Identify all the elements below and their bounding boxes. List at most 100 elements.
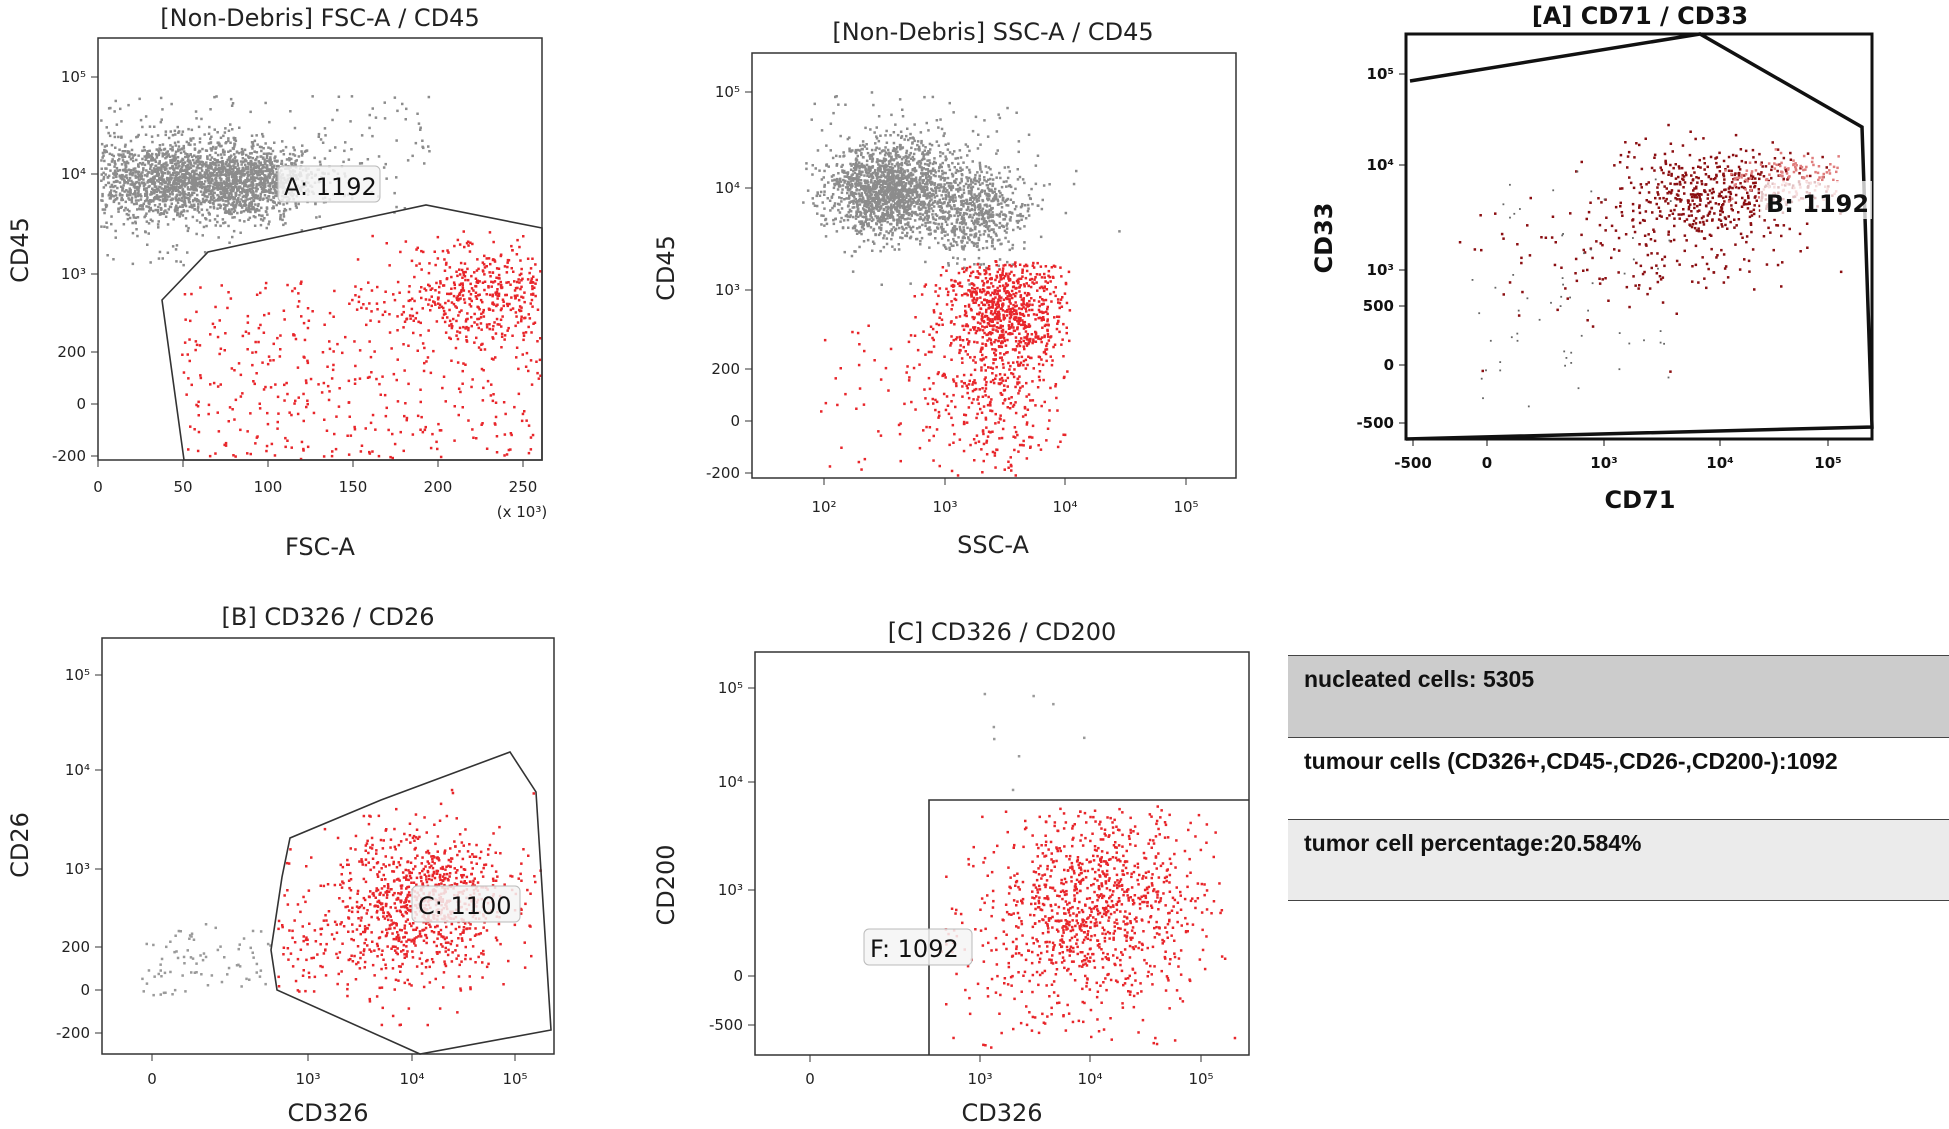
p1-red-event	[473, 321, 476, 324]
p2-gray-event	[874, 214, 877, 218]
p1-gray-event	[109, 192, 112, 195]
p1-gray-event	[289, 110, 292, 113]
p2-gray-event	[912, 179, 916, 182]
p1-gray-event	[176, 159, 180, 163]
p1-gray-event	[214, 168, 218, 171]
p2-gray-event	[806, 189, 810, 192]
p2-gray-event	[887, 168, 890, 171]
p2-gray-event	[919, 162, 923, 165]
p2-gray-event	[928, 151, 931, 154]
p2-gray-event	[909, 207, 912, 210]
p1-gray-event	[203, 192, 206, 196]
p1-gray-event	[177, 149, 180, 153]
p1-gray-event	[216, 153, 220, 157]
p2-gray-event	[877, 205, 881, 209]
p2-gray-event	[929, 221, 932, 224]
p1-red-event	[331, 450, 334, 453]
p2-gray-event	[863, 164, 866, 168]
p1-red-event	[284, 445, 287, 449]
p2-gray-event	[886, 210, 889, 214]
p2-gray-event	[875, 177, 879, 180]
p1-gray-event	[131, 156, 134, 160]
p1-gray-event	[134, 199, 138, 202]
p2-gray-event	[869, 212, 873, 216]
p2-gray-event	[923, 203, 926, 207]
p2-gray-event	[833, 202, 837, 205]
p1-gray-event	[277, 164, 280, 168]
p1-gray-event	[229, 196, 232, 199]
p2-gray-event	[909, 191, 913, 195]
p1-gray-event	[128, 198, 131, 201]
p1-gray-event	[256, 172, 259, 175]
p1-gray-event	[231, 158, 234, 161]
p1-gray-event	[297, 155, 301, 158]
p1-gray-event	[173, 141, 177, 145]
p1-gray-event	[189, 163, 193, 166]
p1-gray-event	[290, 163, 293, 167]
p1-gray-event	[219, 224, 222, 228]
p1-gray-event	[235, 159, 239, 162]
p1-gray-event	[196, 193, 199, 197]
p2-gray-event	[855, 166, 858, 170]
p1-red-event	[424, 289, 428, 292]
p1-red-event	[528, 317, 532, 320]
p1-gray-event	[126, 217, 130, 221]
p1-gray-event	[102, 177, 105, 181]
p1-red-event	[507, 281, 510, 284]
p1-gray-event	[245, 207, 248, 210]
p1-gray-event	[197, 157, 200, 161]
p1-gray-event	[219, 136, 223, 139]
p1-gray-event	[233, 159, 237, 163]
p1-red-event	[461, 276, 464, 279]
p1-gray-event	[203, 162, 206, 166]
p2-gray-event	[886, 152, 890, 156]
p2-gray-event	[859, 214, 862, 217]
p1-gray-event	[107, 163, 110, 166]
p2-gray-event	[919, 200, 923, 204]
p2-gray-event	[919, 184, 923, 188]
p1-red-event	[496, 294, 499, 297]
p1-gray-event	[168, 187, 172, 191]
p2-gray-event	[890, 113, 893, 117]
p2-gray-event	[890, 158, 894, 161]
p1-gray-event	[131, 181, 134, 184]
p2-gray-event	[857, 210, 860, 213]
p1-gray-event	[195, 232, 198, 236]
p1-red-event	[220, 284, 223, 287]
p2-gray-event	[879, 170, 882, 173]
p1-gray-event	[260, 177, 264, 180]
p1-gray-event	[233, 179, 236, 182]
p1-gray-event	[150, 179, 153, 183]
p1-gray-event	[198, 162, 201, 166]
p1-gray-event	[395, 139, 398, 142]
p2-gray-event	[934, 171, 937, 174]
p1-ytick: 0	[76, 395, 86, 413]
p2-gray-event	[920, 172, 923, 175]
p1-gray-event	[311, 95, 314, 98]
p1-gray-event	[187, 142, 191, 145]
p1-gray-event	[164, 152, 168, 155]
p2-gray-event	[894, 202, 897, 205]
p2-gray-event	[854, 183, 858, 186]
p1-gray-event	[261, 167, 264, 170]
p2-gray-event	[899, 201, 902, 205]
p1-gray-event	[128, 209, 131, 213]
p1-red-event	[496, 303, 499, 306]
p1-gray-event	[228, 192, 231, 195]
p1-red-event	[402, 449, 405, 453]
p2-gray-event	[858, 172, 861, 175]
p2-gray-event	[854, 224, 857, 227]
p1-red-event	[523, 291, 526, 294]
p1-red-event	[428, 284, 431, 288]
p1-gray-event	[147, 160, 150, 163]
p1-gray-event	[140, 174, 143, 178]
p1-gray-event	[127, 197, 130, 200]
p1-gray-event	[100, 159, 103, 162]
p1-gray-event	[423, 162, 426, 165]
p1-red-event	[317, 383, 320, 386]
p1-gray-event	[214, 174, 217, 177]
p2-gray-event	[880, 205, 883, 208]
p1-gray-event	[169, 173, 172, 177]
p2-gray-event	[896, 200, 899, 204]
p1-gray-event	[210, 178, 213, 181]
